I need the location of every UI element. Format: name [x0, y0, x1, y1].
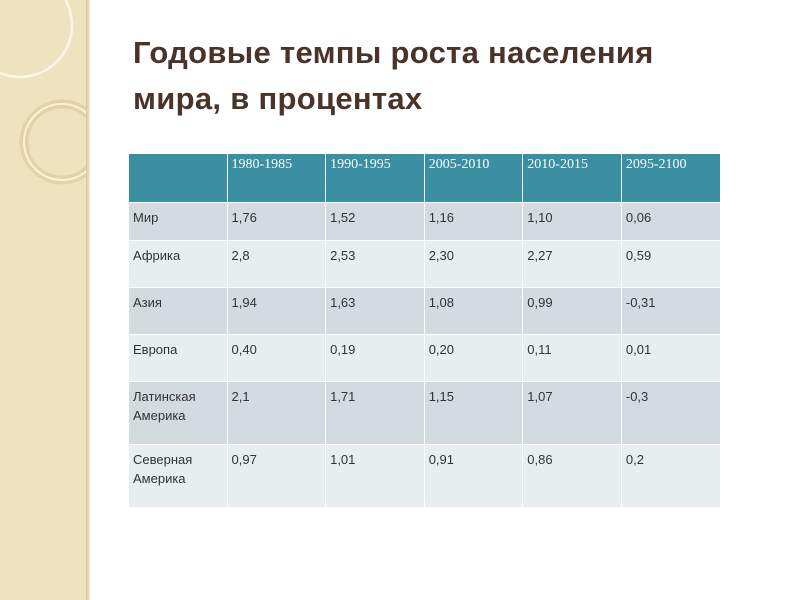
value-cell: 1,07 [522, 381, 622, 445]
value-cell: 1,01 [325, 444, 425, 507]
slide-title-line-1: Годовые темпы роста населения [133, 35, 654, 70]
value-cell: 0,2 [621, 444, 720, 507]
value-cell: 0,19 [325, 334, 425, 382]
table-header-cell-region [129, 154, 228, 203]
region-cell-line-2: Америка [133, 471, 186, 486]
region-cell: Латинская Америка [129, 381, 228, 445]
value-cell: 1,52 [325, 202, 425, 241]
value-cell: 1,08 [424, 287, 524, 335]
table-row: Мир 1,76 1,52 1,16 1,10 0,06 [129, 202, 720, 241]
region-cell: Северная Америка [129, 444, 228, 507]
slide-title: Годовые темпы роста населения мира, в пр… [133, 30, 773, 122]
decorative-side-strip [0, 0, 88, 600]
value-cell: 0,40 [227, 334, 327, 382]
table-row: Латинская Америка 2,1 1,71 1,15 1,07 -0,3 [129, 381, 720, 445]
value-cell: 0,11 [522, 334, 622, 382]
table-header-cell: 1990-1995 [325, 154, 425, 203]
table-header-cell: 2095-2100 [621, 154, 720, 203]
value-cell: 0,97 [227, 444, 327, 507]
table-header-cell: 2010-2015 [522, 154, 622, 203]
region-cell-line-2: Америка [133, 408, 186, 423]
region-cell: Африка [129, 240, 228, 288]
value-cell: -0,3 [621, 381, 720, 445]
table-row: Европа 0,40 0,19 0,20 0,11 0,01 [129, 334, 720, 382]
value-cell: 2,30 [424, 240, 524, 288]
slide-title-line-2: мира, в процентах [133, 81, 423, 116]
table-header-cell: 1980-1985 [227, 154, 327, 203]
value-cell: 1,94 [227, 287, 327, 335]
value-cell: 1,71 [325, 381, 425, 445]
population-growth-table: 1980-1985 1990-1995 2005-2010 2010-2015 … [129, 154, 720, 507]
value-cell: 1,15 [424, 381, 524, 445]
region-cell-line-1: Латинская [133, 389, 196, 404]
value-cell: -0,31 [621, 287, 720, 335]
value-cell: 2,27 [522, 240, 622, 288]
decorative-circles [0, 0, 88, 185]
table-row: Африка 2,8 2,53 2,30 2,27 0,59 [129, 240, 720, 288]
value-cell: 0,86 [522, 444, 622, 507]
table-row: Северная Америка 0,97 1,01 0,91 0,86 0,2 [129, 444, 720, 507]
table-header-row: 1980-1985 1990-1995 2005-2010 2010-2015 … [129, 154, 720, 203]
value-cell: 0,01 [621, 334, 720, 382]
value-cell: 1,63 [325, 287, 425, 335]
value-cell: 0,59 [621, 240, 720, 288]
value-cell: 2,1 [227, 381, 327, 445]
side-strip-edge [86, 0, 90, 600]
table-header-cell: 2005-2010 [424, 154, 524, 203]
value-cell: 2,8 [227, 240, 327, 288]
value-cell: 0,06 [621, 202, 720, 241]
value-cell: 0,20 [424, 334, 524, 382]
value-cell: 1,16 [424, 202, 524, 241]
value-cell: 2,53 [325, 240, 425, 288]
value-cell: 0,91 [424, 444, 524, 507]
value-cell: 1,76 [227, 202, 327, 241]
table-row: Азия 1,94 1,63 1,08 0,99 -0,31 [129, 287, 720, 335]
region-cell: Азия [129, 287, 228, 335]
region-cell: Мир [129, 202, 228, 241]
region-cell: Европа [129, 334, 228, 382]
region-cell-line-1: Северная [133, 452, 193, 467]
value-cell: 0,99 [522, 287, 622, 335]
value-cell: 1,10 [522, 202, 622, 241]
